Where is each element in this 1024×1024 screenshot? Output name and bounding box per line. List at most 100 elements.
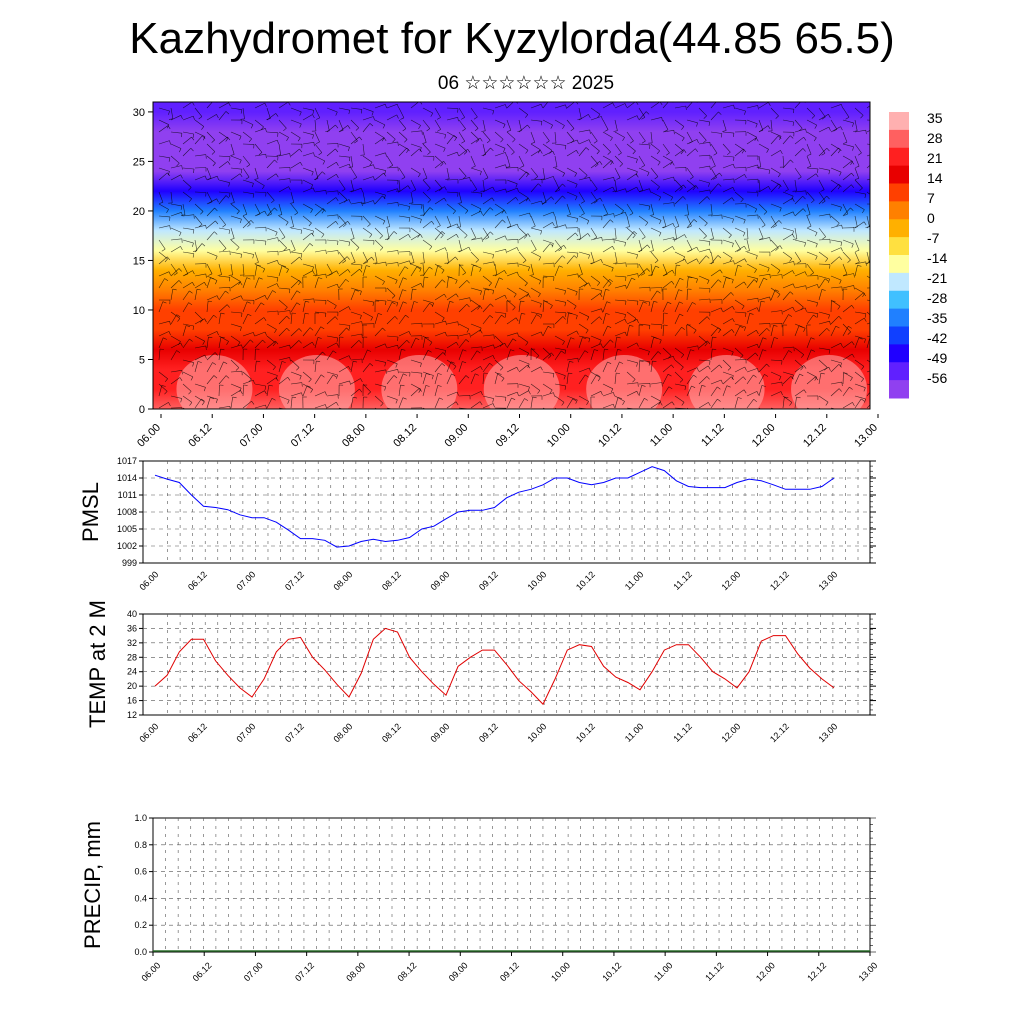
heat-cell <box>176 355 253 409</box>
colorbar-swatch <box>889 326 909 345</box>
colorbar-swatch <box>889 290 909 310</box>
x-tick-label: 06.12 <box>186 569 209 592</box>
colorbar-swatch <box>889 308 909 327</box>
colorbar-label: -56 <box>927 370 947 386</box>
y-tick-label: 0.0 <box>134 947 147 957</box>
y-tick-label: 1.0 <box>134 813 147 823</box>
y-tick-label: 0.6 <box>134 867 147 877</box>
x-tick-label: 12.00 <box>754 960 777 983</box>
colorbar-swatch <box>889 219 909 238</box>
y-tick-label: 5 <box>139 354 145 366</box>
y-tick-label: 1005 <box>117 524 137 534</box>
pmsl-ylabel: PMSL <box>78 482 103 542</box>
colorbar-label: 35 <box>927 110 943 126</box>
x-tick-label: 12.00 <box>719 569 742 592</box>
x-tick-label: 07.12 <box>289 422 317 450</box>
x-tick-label: 06.12 <box>186 422 214 450</box>
y-tick-label: 999 <box>122 558 137 568</box>
precip-ylabel: PRECIP, mm <box>80 821 105 949</box>
y-tick-label: 10 <box>133 305 145 317</box>
x-tick-label: 06.00 <box>137 569 160 592</box>
chart-subtitle: 06 ☆☆☆☆☆☆ 2025 <box>437 73 615 94</box>
cross-section-panel: 0 5 10 15 20 25 30 06.00 06.12 07.00 07.12 08.00 08… <box>133 101 880 450</box>
cross-section-y-axis: 0 5 10 15 20 25 30 <box>133 107 153 416</box>
x-tick-label: 08.12 <box>380 569 403 592</box>
x-tick-label: 10.12 <box>596 422 624 450</box>
colorbar-swatch <box>889 147 909 167</box>
x-tick-label: 12.12 <box>768 721 791 744</box>
x-tick-label: 09.12 <box>494 422 522 450</box>
colorbar-label: -42 <box>927 330 947 346</box>
colorbar-label: -35 <box>927 310 947 326</box>
y-tick-label: 1017 <box>117 456 137 466</box>
colorbar-swatch <box>889 201 909 220</box>
wind-barbs <box>158 102 870 409</box>
x-tick-label: 12.00 <box>719 721 742 744</box>
x-tick-label: 10.12 <box>574 721 597 744</box>
x-tick-label: 08.00 <box>344 960 367 983</box>
y-tick-label: 25 <box>133 156 145 168</box>
x-tick-label: 13.00 <box>856 960 879 983</box>
colorbar-swatch <box>889 237 909 256</box>
x-tick-label: 11.12 <box>703 960 726 983</box>
y-tick-label: 0 <box>139 404 145 416</box>
y-tick-label: 0.2 <box>134 920 147 930</box>
y-tick-label: 32 <box>127 638 137 648</box>
colorbar-swatch <box>889 272 909 292</box>
x-tick-label: 11.00 <box>652 960 675 983</box>
x-tick-label: 13.00 <box>852 422 880 450</box>
colorbar-swatch <box>889 380 909 399</box>
y-tick-label: 0.8 <box>134 840 147 850</box>
colorbar-label: 0 <box>927 210 935 226</box>
heat-cell <box>586 355 663 409</box>
y-tick-label: 28 <box>127 652 137 662</box>
x-tick-label: 07.12 <box>293 960 316 983</box>
x-tick-label: 12.00 <box>750 422 778 450</box>
colorbar-swatch <box>889 344 909 363</box>
x-tick-label: 13.00 <box>816 569 839 592</box>
x-tick-label: 07.00 <box>242 960 265 983</box>
y-tick-label: 24 <box>127 667 137 677</box>
x-tick-label: 11.12 <box>699 422 726 449</box>
heat-cell <box>278 355 355 409</box>
y-tick-label: 20 <box>127 681 137 691</box>
x-tick-label: 13.00 <box>816 721 839 744</box>
x-tick-label: 09.12 <box>498 960 521 983</box>
x-tick-label: 07.00 <box>234 721 257 744</box>
colorbar-label: -49 <box>927 350 947 366</box>
y-tick-label: 1002 <box>117 541 137 551</box>
colorbar-swatch <box>889 112 909 131</box>
colorbar-label: 14 <box>927 170 943 186</box>
colorbar-swatch <box>889 362 909 381</box>
x-tick-label: 08.12 <box>391 422 419 450</box>
x-tick-label: 09.12 <box>477 721 500 744</box>
x-tick-label: 10.00 <box>525 721 548 744</box>
cross-section-frame <box>152 101 871 410</box>
y-tick-label: 16 <box>127 696 137 706</box>
x-tick-label: 10.00 <box>525 569 548 592</box>
x-tick-label: 06.00 <box>137 721 160 744</box>
colorbar-label: -14 <box>927 250 947 266</box>
x-tick-label: 06.12 <box>186 721 209 744</box>
x-tick-label: 11.00 <box>623 721 646 744</box>
x-tick-label: 10.00 <box>545 422 573 450</box>
precip-panel: 0.0 0.2 0.4 0.6 0.8 1.0 06.00 06.12 07.00 07.12 08… <box>134 813 879 983</box>
plot-frame <box>152 817 871 953</box>
y-tick-label: 36 <box>127 623 137 633</box>
x-tick-label: 08.12 <box>380 721 403 744</box>
x-tick-label: 06.00 <box>139 960 162 983</box>
colorbar-label: 7 <box>927 190 935 206</box>
surface-heat-cells <box>176 355 868 409</box>
temp-ylabel: TEMP at 2 M <box>85 600 110 728</box>
y-tick-label: 12 <box>127 710 137 720</box>
x-tick-label: 10.12 <box>574 569 597 592</box>
x-tick-label: 09.12 <box>477 569 500 592</box>
colorbar: 35 28 21 14 7 0 -7 -14 -21 -28 -35 -42 -49 -56 <box>889 110 947 399</box>
colorbar-label: -7 <box>927 230 940 246</box>
colorbar-swatch <box>889 255 909 274</box>
x-tick-label: 11.00 <box>623 569 646 592</box>
heat-cell <box>688 355 765 409</box>
x-tick-label: 11.12 <box>671 721 694 744</box>
y-tick-label: 20 <box>133 206 145 218</box>
